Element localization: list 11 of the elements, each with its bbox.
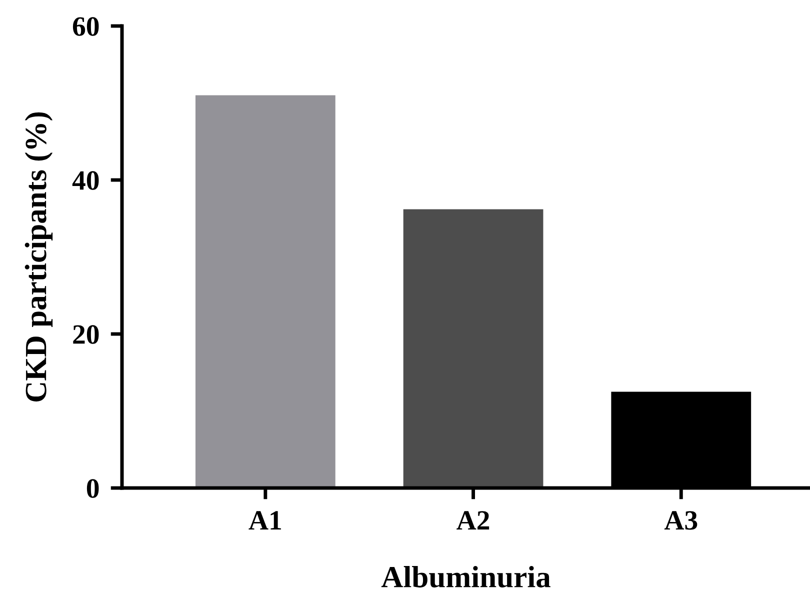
y-axis-title: CKD participants (%) [24, 112, 53, 402]
y-tick-label: 60 [72, 17, 99, 36]
x-tick-label: A3 [664, 511, 698, 530]
bar [403, 209, 544, 488]
y-tick-label: 20 [73, 325, 99, 344]
bar [195, 95, 336, 488]
x-tick-label: A1 [248, 511, 281, 530]
x-tick-label: A2 [456, 511, 490, 530]
y-tick-label: 0 [86, 479, 99, 498]
y-tick-label: 40 [72, 171, 99, 190]
x-axis-title: Albuminuria [381, 566, 550, 588]
